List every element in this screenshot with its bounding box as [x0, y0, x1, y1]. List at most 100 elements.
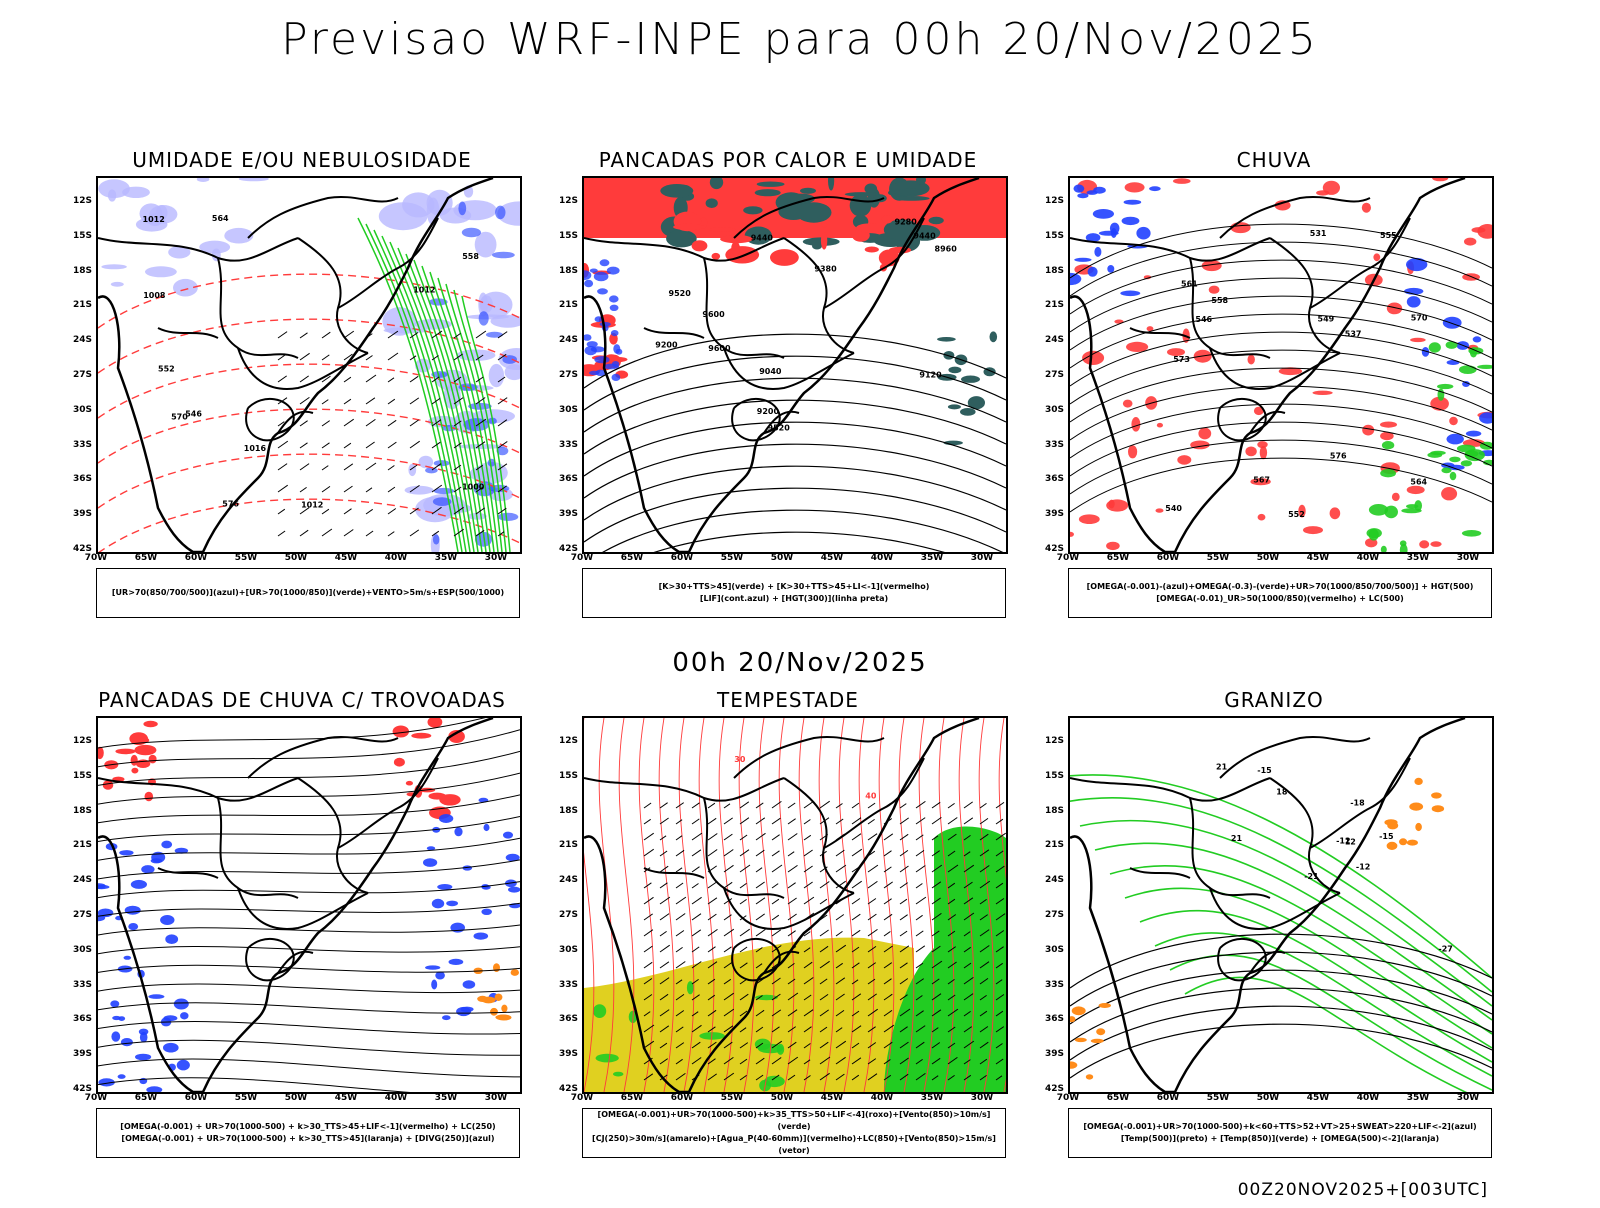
weather-region: [1465, 430, 1482, 437]
lon-tick-label: 50W: [284, 1093, 308, 1103]
legend-line: [CJ(250)>30m/s](amarelo)+[Agua_P(40-60mm…: [592, 1134, 996, 1155]
wind-vector: [851, 1025, 862, 1033]
wind-vector: [299, 442, 308, 449]
wind-vector: [883, 931, 891, 937]
weather-region: [435, 971, 445, 980]
weather-region: [1070, 531, 1074, 537]
contour-line: [978, 718, 995, 1092]
lat-tick-label: 39S: [558, 509, 578, 520]
contour-line: [838, 718, 855, 1092]
weather-region: [392, 725, 409, 738]
wind-vector: [299, 507, 310, 515]
weather-region: [820, 232, 828, 250]
weather-region: [437, 884, 453, 890]
border-line: [823, 757, 925, 849]
wind-vector: [899, 898, 908, 905]
weather-region: [756, 181, 785, 187]
wind-vector: [387, 531, 395, 537]
contour-line: [584, 421, 1006, 477]
map-panel: TEMPESTADE 30 40 12S 15S 18S 21S 24S 27S 30S 33S 36…: [559, 688, 1066, 1208]
panel-legend: [OMEGA(-0.001)-(azul)+OMEGA(-0.3)-(verde…: [1068, 568, 1492, 618]
lon-tick-label: 70W: [1056, 553, 1080, 563]
weather-region: [433, 487, 455, 495]
wind-vector: [643, 896, 654, 905]
wind-vector: [947, 1042, 956, 1049]
wind-vector: [707, 802, 716, 809]
wind-vector: [787, 962, 795, 969]
weather-region: [448, 730, 465, 743]
wind-vector: [739, 1027, 747, 1033]
lat-tick-label: 18S: [558, 265, 578, 276]
contour-label: 9520: [768, 424, 791, 433]
weather-region: [770, 249, 799, 266]
wind-vector: [453, 528, 464, 537]
footer-timestamp: 00Z20NOV2025+[003UTC]: [1237, 1180, 1488, 1200]
weather-region: [1087, 266, 1098, 277]
wind-vector: [739, 801, 750, 809]
wind-vector: [947, 850, 956, 857]
contour-label: 9600: [708, 344, 731, 353]
contour-line: [405, 253, 483, 552]
contour-label: 552: [1288, 510, 1305, 519]
wind-vector: [835, 849, 845, 857]
wind-vector: [819, 881, 830, 889]
wind-vector: [475, 354, 484, 361]
wind-vector: [851, 1057, 862, 1065]
wind-vector: [771, 1026, 780, 1033]
wind-vector: [963, 976, 974, 985]
map-svg: 576 573 570 567 564 561 558 555 552 549 546 540 537 5…: [1070, 178, 1492, 552]
wind-vector: [739, 1010, 748, 1017]
weather-region: [110, 1000, 120, 1008]
wind-vector: [931, 1009, 942, 1017]
border-line: [584, 777, 785, 802]
wind-vector: [497, 463, 508, 471]
wind-vector: [643, 818, 651, 825]
weather-region: [1432, 178, 1449, 182]
contour-line: [98, 498, 520, 552]
wind-vector: [963, 1074, 972, 1081]
legend-line: [OMEGA(-0.001)+UR>70(1000-500)+k<60+TTS>…: [1083, 1122, 1477, 1131]
wind-vector: [947, 1074, 955, 1081]
wind-vector: [915, 995, 923, 1001]
weather-region: [1386, 841, 1398, 850]
lat-tick-label: 33S: [1044, 979, 1064, 990]
wind-vector: [867, 945, 877, 953]
wind-vector: [883, 898, 892, 905]
wind-vector: [409, 397, 420, 405]
wind-vector: [321, 528, 333, 537]
map-area: 1012 1012 1012 1016 1008 1000 576 570 564 558 552 5…: [96, 176, 522, 554]
weather-region: [1156, 422, 1163, 428]
panel-title: UMIDADE E/OU NEBULOSIDADE: [132, 148, 472, 172]
lon-tick-label: 70W: [84, 1093, 108, 1103]
wind-vector: [431, 376, 440, 383]
lat-tick-label: 36S: [558, 1014, 578, 1025]
wind-vector: [867, 1008, 878, 1017]
lon-tick-label: 30W: [484, 1093, 508, 1103]
weather-region: [1380, 469, 1396, 478]
weather-region: [1253, 406, 1264, 416]
wind-vector: [643, 1011, 651, 1017]
wind-vector: [277, 421, 285, 427]
weather-region: [1122, 399, 1133, 408]
weather-region: [1106, 541, 1120, 551]
wind-vector: [497, 507, 507, 515]
wind-vector: [453, 442, 462, 449]
wind-vector: [803, 961, 813, 969]
contour-label: 573: [1173, 355, 1190, 364]
wind-vector: [899, 833, 909, 841]
wind-vector: [899, 882, 908, 889]
border-line: [1129, 867, 1191, 879]
contour-label: 576: [222, 499, 239, 508]
contour-line: [1070, 331, 1492, 387]
wind-vector: [819, 1026, 828, 1033]
weather-region: [120, 1038, 133, 1047]
weather-region: [711, 252, 721, 260]
wind-vector: [723, 946, 732, 953]
wind-vector: [771, 800, 782, 809]
wind-vector: [453, 486, 462, 493]
contour-line: [798, 718, 815, 1092]
wind-vector: [803, 947, 811, 953]
contour-label: 567: [1253, 475, 1270, 484]
weather-region: [1387, 821, 1399, 830]
wind-vector: [277, 508, 286, 515]
